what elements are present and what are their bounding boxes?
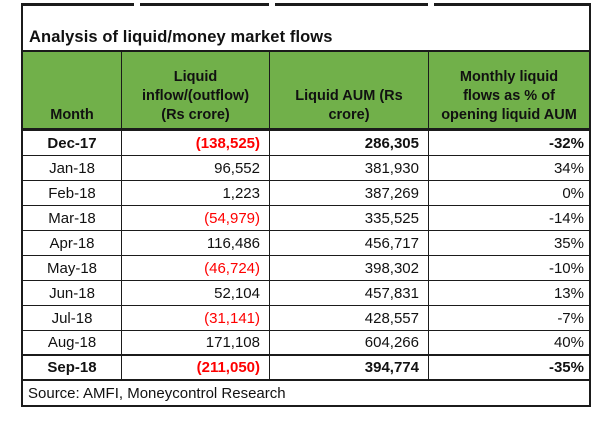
- pct-cell: -14%: [548, 209, 584, 227]
- month-cell: May-18: [23, 256, 122, 280]
- flows-table: Analysis of liquid/money market flows Mo…: [21, 3, 591, 407]
- column-header-pct: Monthly liquid flows as % of opening liq…: [429, 52, 589, 128]
- month-cell: Sep-18: [23, 356, 122, 379]
- table-row: Mar-18 (54,979) 335,525 -14%: [23, 206, 589, 231]
- inflow-cell: (138,525): [122, 131, 270, 155]
- pct-cell: -35%: [548, 359, 584, 376]
- table-row: Apr-18 116,486 456,717 35%: [23, 231, 589, 256]
- pct-cell: 13%: [553, 284, 584, 302]
- pct-cell: 35%: [553, 234, 584, 252]
- month-cell: Aug-18: [23, 331, 122, 354]
- aum-cell: 456,717: [270, 231, 429, 255]
- pct-cell: 40%: [553, 334, 584, 351]
- aum-cell: 286,305: [270, 131, 429, 155]
- inflow-cell: (54,979): [122, 206, 270, 230]
- inflow-cell: (31,141): [122, 306, 270, 330]
- month-cell: Jul-18: [23, 306, 122, 330]
- aum-cell: 457,831: [270, 281, 429, 305]
- pct-cell: -7%: [557, 309, 584, 327]
- aum-cell: 604,266: [270, 331, 429, 354]
- aum-cell: 428,557: [270, 306, 429, 330]
- inflow-cell: 171,108: [122, 331, 270, 354]
- aum-cell: 394,774: [270, 356, 429, 379]
- table-row: May-18 (46,724) 398,302 -10%: [23, 256, 589, 281]
- inflow-cell: (211,050): [122, 356, 270, 379]
- table-row: Jan-18 96,552 381,930 34%: [23, 156, 589, 181]
- top-border-gap: [269, 3, 275, 6]
- aum-cell: 387,269: [270, 181, 429, 205]
- column-header-month: Month: [23, 52, 122, 128]
- month-cell: Apr-18: [23, 231, 122, 255]
- pct-cell: 0%: [562, 184, 584, 202]
- pct-cell: 34%: [553, 159, 584, 177]
- inflow-cell: 116,486: [122, 231, 270, 255]
- top-border-gap: [428, 3, 434, 6]
- column-header-aum: Liquid AUM (Rs crore): [270, 52, 429, 128]
- month-cell: Dec-17: [23, 131, 122, 155]
- month-cell: Jan-18: [23, 156, 122, 180]
- table-row: Dec-17 (138,525) 286,305 -32%: [23, 131, 589, 156]
- month-cell: Feb-18: [23, 181, 122, 205]
- aum-cell: 381,930: [270, 156, 429, 180]
- table-row: Aug-18 171,108 604,266 40%: [23, 331, 589, 356]
- table-row: Jul-18 (31,141) 428,557 -7%: [23, 306, 589, 331]
- header-row: Month Liquid inflow/(outflow) (Rs crore)…: [23, 52, 589, 131]
- pct-cell: -10%: [548, 259, 584, 277]
- table-row: Feb-18 1,223 387,269 0%: [23, 181, 589, 206]
- table-row: Sep-18 (211,050) 394,774 -35%: [23, 356, 589, 381]
- inflow-cell: 96,552: [122, 156, 270, 180]
- source-note: Source: AMFI, Moneycontrol Research: [28, 384, 286, 402]
- table-row: Jun-18 52,104 457,831 13%: [23, 281, 589, 306]
- aum-cell: 398,302: [270, 256, 429, 280]
- top-border-gap: [134, 3, 140, 6]
- month-cell: Jun-18: [23, 281, 122, 305]
- inflow-cell: (46,724): [122, 256, 270, 280]
- aum-cell: 335,525: [270, 206, 429, 230]
- inflow-cell: 1,223: [122, 181, 270, 205]
- month-cell: Mar-18: [23, 206, 122, 230]
- table-title: Analysis of liquid/money market flows: [23, 6, 589, 52]
- inflow-cell: 52,104: [122, 281, 270, 305]
- column-header-inflow: Liquid inflow/(outflow) (Rs crore): [122, 52, 270, 128]
- pct-cell: -32%: [548, 134, 584, 152]
